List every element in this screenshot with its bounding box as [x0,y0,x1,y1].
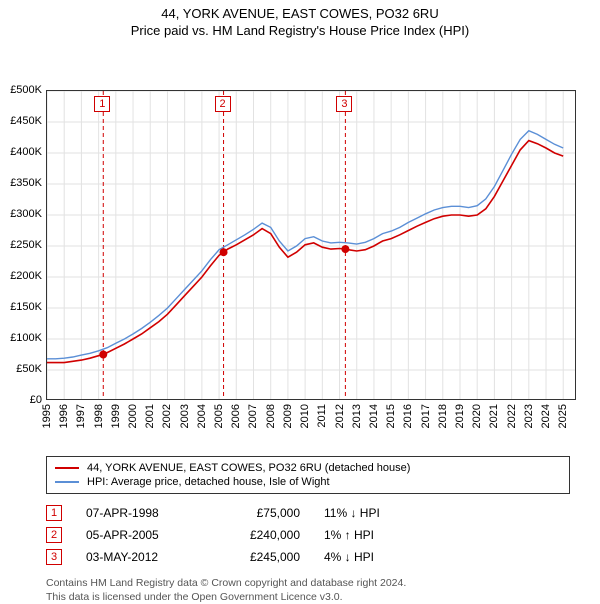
legend: 44, YORK AVENUE, EAST COWES, PO32 6RU (d… [46,456,570,494]
event-price: £75,000 [220,506,300,520]
x-tick-label: 1998 [93,404,105,428]
x-tick-label: 2024 [540,404,552,428]
event-marker-2: 2 [215,96,231,112]
footer-line2: This data is licensed under the Open Gov… [46,590,570,604]
x-tick-label: 2003 [179,404,191,428]
y-tick-label: £350K [0,177,46,189]
event-row: 1 07-APR-1998 £75,000 11% ↓ HPI [46,502,570,524]
legend-item: HPI: Average price, detached house, Isle… [55,475,561,489]
y-tick-label: £150K [0,301,46,313]
event-marker-3: 3 [336,96,352,112]
x-tick-label: 2021 [488,404,500,428]
plot [46,90,576,400]
x-tick-label: 2005 [213,404,225,428]
event-price: £245,000 [220,550,300,564]
x-tick-label: 2007 [247,404,259,428]
x-tick-label: 2019 [454,404,466,428]
x-tick-label: 1996 [58,404,70,428]
legend-label: 44, YORK AVENUE, EAST COWES, PO32 6RU (d… [87,462,410,474]
x-tick-label: 2008 [265,404,277,428]
y-tick-label: £300K [0,208,46,220]
legend-swatch [55,467,79,469]
chart-title: 44, YORK AVENUE, EAST COWES, PO32 6RU [0,0,600,21]
y-tick-label: £50K [0,363,46,375]
footer: Contains HM Land Registry data © Crown c… [46,576,570,604]
x-tick-label: 2002 [161,404,173,428]
y-tick-label: £400K [0,146,46,158]
x-tick-label: 2017 [420,404,432,428]
x-tick-label: 2006 [230,404,242,428]
y-tick-label: £100K [0,332,46,344]
legend-label: HPI: Average price, detached house, Isle… [87,476,330,488]
legend-item: 44, YORK AVENUE, EAST COWES, PO32 6RU (d… [55,461,561,475]
event-marker-1: 1 [46,505,62,521]
x-tick-label: 1999 [110,404,122,428]
chart-subtitle: Price paid vs. HM Land Registry's House … [0,21,600,42]
x-tick-label: 2016 [402,404,414,428]
x-tick-label: 2022 [506,404,518,428]
x-tick-label: 2011 [316,404,328,428]
x-tick-label: 2014 [368,404,380,428]
x-tick-label: 2010 [299,404,311,428]
x-tick-label: 2012 [334,404,346,428]
event-row: 3 03-MAY-2012 £245,000 4% ↓ HPI [46,546,570,568]
y-tick-label: £250K [0,239,46,251]
x-tick-label: 2001 [144,404,156,428]
event-table: 1 07-APR-1998 £75,000 11% ↓ HPI 2 05-APR-2005… [46,502,570,568]
event-pct: 11% ↓ HPI [324,506,414,520]
y-tick-label: £0 [0,394,46,406]
x-tick-label: 2000 [127,404,139,428]
x-tick-label: 2015 [385,404,397,428]
event-marker-2: 2 [46,527,62,543]
event-row: 2 05-APR-2005 £240,000 1% ↑ HPI [46,524,570,546]
event-date: 03-MAY-2012 [86,550,196,564]
y-tick-label: £500K [0,84,46,96]
chart-area: £0 £50K £100K £150K £200K £250K £300K £350K £400… [0,42,600,450]
event-date: 07-APR-1998 [86,506,196,520]
x-tick-label: 2004 [196,404,208,428]
x-tick-label: 2009 [282,404,294,428]
footer-line1: Contains HM Land Registry data © Crown c… [46,576,570,590]
x-tick-label: 1997 [75,404,87,428]
event-marker-3: 3 [46,549,62,565]
x-tick-label: 2025 [557,404,569,428]
y-tick-label: £200K [0,270,46,282]
event-price: £240,000 [220,528,300,542]
event-pct: 4% ↓ HPI [324,550,414,564]
x-tick-label: 2020 [471,404,483,428]
event-marker-1: 1 [94,96,110,112]
x-tick-label: 1995 [41,404,53,428]
y-tick-label: £450K [0,115,46,127]
event-pct: 1% ↑ HPI [324,528,414,542]
x-tick-label: 2023 [523,404,535,428]
event-date: 05-APR-2005 [86,528,196,542]
legend-swatch [55,481,79,483]
x-tick-label: 2018 [437,404,449,428]
x-tick-label: 2013 [351,404,363,428]
